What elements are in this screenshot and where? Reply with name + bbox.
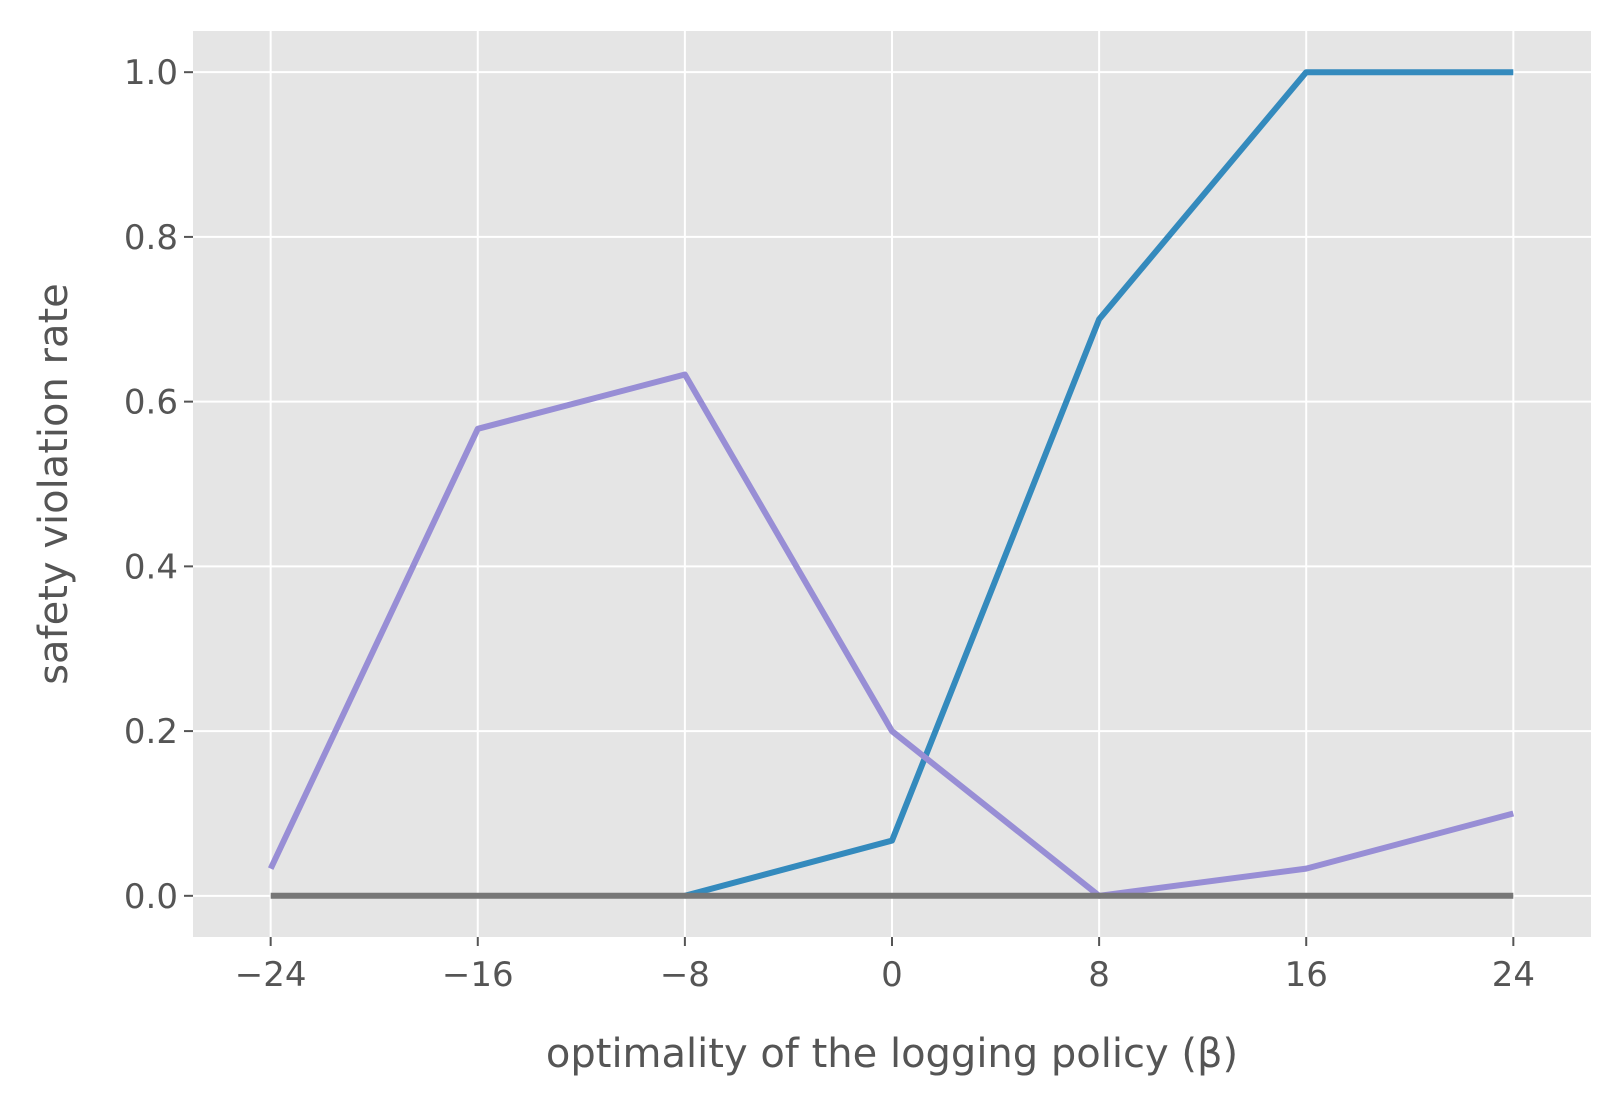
y-tick-label: 0.8 (124, 218, 178, 258)
y-tick-label: 0.0 (124, 877, 178, 917)
x-tick-label: 0 (881, 955, 903, 995)
x-tick-label: 24 (1492, 955, 1535, 995)
x-tick-label: −24 (235, 955, 307, 995)
y-tick-label: 0.4 (124, 547, 178, 587)
x-tick-label: −16 (442, 955, 514, 995)
x-tick-label: 16 (1285, 955, 1328, 995)
x-axis: −24 −16 −8 0 8 16 24 (235, 937, 1535, 995)
y-axis: 0.0 0.2 0.4 0.6 0.8 1.0 (124, 53, 193, 917)
series-line-2 (267, 371, 1515, 899)
series-layer (267, 69, 1515, 899)
y-tick-label: 1.0 (124, 53, 178, 93)
series-line-1 (684, 69, 1514, 899)
y-axis-label: safety violation rate (31, 283, 77, 685)
x-tick-label: −8 (660, 955, 710, 995)
x-tick-label: 8 (1088, 955, 1110, 995)
y-tick-label: 0.2 (124, 712, 178, 752)
x-axis-label: optimality of the logging policy (β) (546, 1031, 1238, 1077)
y-tick-label: 0.6 (124, 383, 178, 423)
